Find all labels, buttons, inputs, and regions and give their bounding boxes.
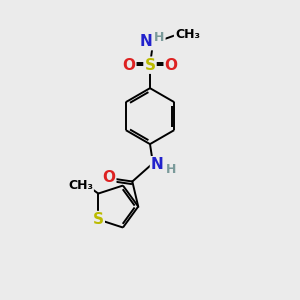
- Text: S: S: [145, 58, 155, 73]
- Text: H: H: [165, 163, 176, 176]
- Text: O: O: [165, 58, 178, 73]
- Text: O: O: [102, 169, 115, 184]
- Text: O: O: [122, 58, 135, 73]
- Text: N: N: [151, 157, 164, 172]
- Text: N: N: [140, 34, 153, 49]
- Text: H: H: [154, 31, 165, 44]
- Text: CH₃: CH₃: [175, 28, 200, 41]
- Text: CH₃: CH₃: [68, 179, 93, 192]
- Text: S: S: [93, 212, 104, 227]
